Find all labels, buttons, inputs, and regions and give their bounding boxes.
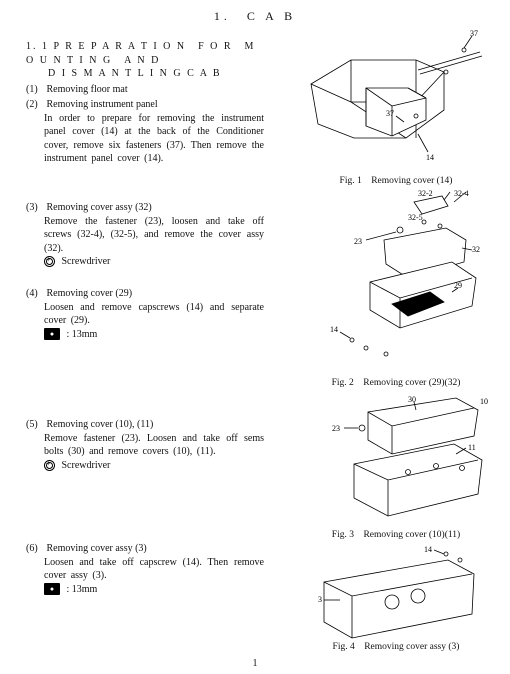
label-3: 3 bbox=[318, 595, 322, 604]
step-title: Removing cover assy (32) bbox=[47, 202, 152, 213]
step-title: Removing cover (29) bbox=[47, 288, 133, 299]
step-5-tool: Screwdriver bbox=[44, 459, 264, 473]
figure-1-caption: Fig. 1 Removing cover (14) bbox=[296, 175, 496, 188]
label-14c: 14 bbox=[424, 545, 432, 554]
label-32-4: 32‑4 bbox=[454, 189, 469, 198]
step-number: (4) bbox=[26, 287, 44, 301]
figure-4: 3 14 Fig. 4 Removing cover assy (3) bbox=[296, 546, 496, 638]
step-title: Removing cover assy (3) bbox=[47, 543, 147, 554]
figure-3-caption: Fig. 3 Removing cover (10)(11) bbox=[296, 529, 496, 542]
step-3: (3) Removing cover assy (32) Remove the … bbox=[26, 199, 264, 269]
wrench-icon: ● bbox=[44, 583, 60, 595]
page-title: 1. C A B bbox=[0, 8, 510, 24]
label-30: 30 bbox=[408, 395, 416, 404]
figure-4-svg: 3 14 bbox=[296, 546, 496, 638]
page-number: 1 bbox=[0, 657, 510, 671]
step-1: (1) Removing floor mat bbox=[26, 83, 264, 97]
label-10: 10 bbox=[480, 397, 488, 406]
step-4: (4) Removing cover (29) Loosen and remov… bbox=[26, 285, 264, 341]
label-32-5: 32‑5 bbox=[408, 213, 423, 222]
step-4-body: Loosen and remove capscrews (14) and sep… bbox=[44, 301, 264, 328]
figure-1-svg: 37 37 14 bbox=[296, 26, 496, 172]
figure-1: 37 37 14 Fig. 1 Removing cover (14) bbox=[296, 26, 496, 172]
label-14b: 14 bbox=[330, 325, 338, 334]
figure-2: 32‑2 32‑4 23 32‑5 32 29 14 Fig. 2 Removi… bbox=[296, 192, 496, 374]
screwdriver-icon bbox=[44, 460, 55, 471]
step-number: (5) bbox=[26, 418, 44, 432]
step-3-tool: Screwdriver bbox=[44, 255, 264, 269]
section-number: 1. 1 bbox=[26, 41, 49, 52]
step-number: (3) bbox=[26, 201, 44, 215]
label-32: 32 bbox=[472, 245, 480, 254]
section-block-1: 1. 1 P R E P A R A T I O N F O R M O U N… bbox=[26, 40, 264, 166]
step-number: (6) bbox=[26, 542, 44, 556]
step-title: Removing instrument panel bbox=[47, 99, 158, 110]
screwdriver-icon bbox=[44, 256, 55, 267]
step-2: (2) Removing instrument panel bbox=[26, 98, 264, 112]
step-title: Removing floor mat bbox=[47, 84, 128, 95]
step-6-tool: ● : 13mm bbox=[44, 583, 264, 597]
section-heading-l1: P R E P A R A T I O N F O R M O U N T I … bbox=[26, 41, 255, 66]
figure-2-caption: Fig. 2 Removing cover (29)(32) bbox=[296, 377, 496, 390]
wrench-icon: ● bbox=[44, 328, 60, 340]
tool-text: : 13mm bbox=[67, 329, 98, 340]
section-heading: 1. 1 P R E P A R A T I O N F O R M O U N… bbox=[26, 40, 264, 67]
label-32-2: 32‑2 bbox=[418, 189, 433, 198]
label-14: 14 bbox=[426, 153, 434, 162]
figure-2-svg: 32‑2 32‑4 23 32‑5 32 29 14 bbox=[296, 192, 496, 374]
step-number: (1) bbox=[26, 83, 44, 97]
section-heading-l2: D I S M A N T L I N G C A B bbox=[48, 67, 264, 81]
label-23: 23 bbox=[354, 237, 362, 246]
step-number: (2) bbox=[26, 98, 44, 112]
figure-3-svg: 10 23 30 11 bbox=[296, 398, 496, 526]
figure-4-caption: Fig. 4 Removing cover assy (3) bbox=[296, 641, 496, 654]
step-title: Removing cover (10), (11) bbox=[47, 419, 154, 430]
figure-3: 10 23 30 11 Fig. 3 Removing cover (10)(1… bbox=[296, 398, 496, 526]
tool-text: Screwdriver bbox=[62, 256, 111, 267]
step-5-body: Remove fastener (23). Loosen and take of… bbox=[44, 432, 264, 459]
label-11: 11 bbox=[468, 443, 476, 452]
step-4-tool: ● : 13mm bbox=[44, 328, 264, 342]
step-6: (6) Removing cover assy (3) Loosen and t… bbox=[26, 540, 264, 596]
step-3-body: Remove the fastener (23), loosen and tak… bbox=[44, 215, 264, 256]
label-23b: 23 bbox=[332, 424, 340, 433]
label-37: 37 bbox=[470, 29, 478, 38]
tool-text: : 13mm bbox=[67, 584, 98, 595]
step-5: (5) Removing cover (10), (11) Remove fas… bbox=[26, 416, 264, 472]
step-2-body: In order to prepare for removing the ins… bbox=[44, 112, 264, 166]
label-37b: 37 bbox=[386, 109, 394, 118]
label-29: 29 bbox=[454, 281, 462, 290]
step-6-body: Loosen and take off capscrew (14). Then … bbox=[44, 556, 264, 583]
tool-text: Screwdriver bbox=[62, 460, 111, 471]
